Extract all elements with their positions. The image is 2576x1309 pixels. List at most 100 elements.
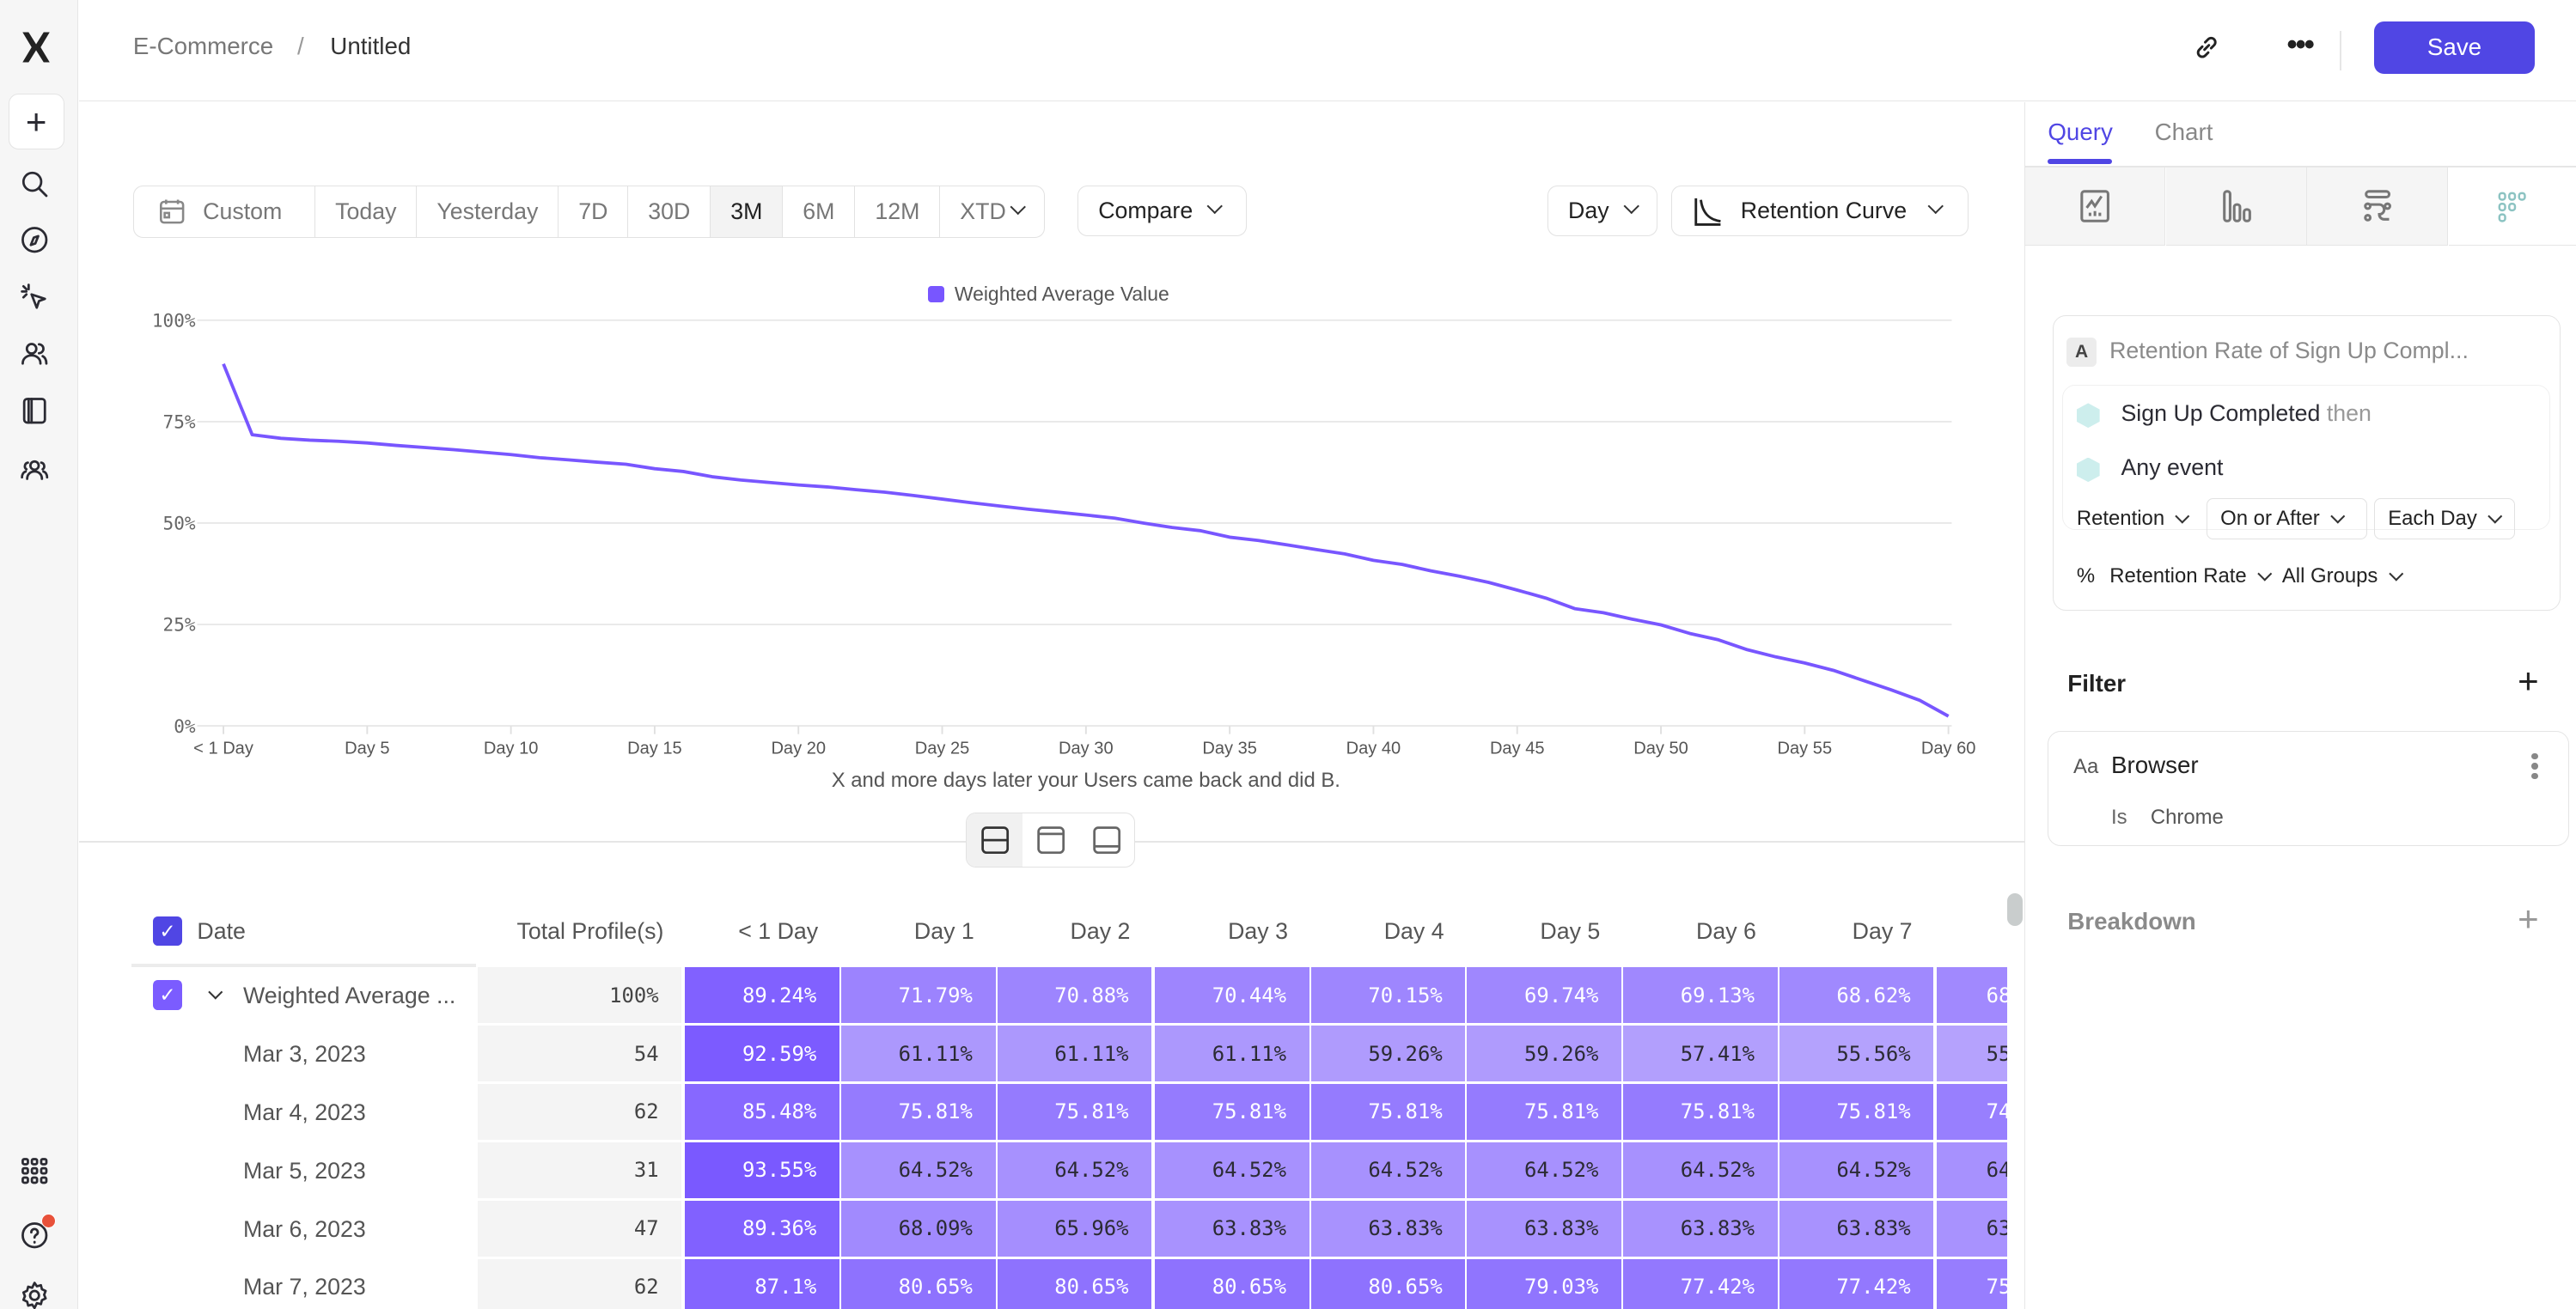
retention-cell[interactable]: 75.81%: [1623, 1083, 1778, 1140]
retention-cell[interactable]: 75.81%: [1467, 1083, 1622, 1140]
report-title[interactable]: Untitled: [330, 33, 412, 60]
retention-cell-partial[interactable]: 74: [1937, 1083, 2008, 1140]
retention-cell[interactable]: 64.52%: [1155, 1142, 1309, 1198]
kebab-menu-icon[interactable]: [2531, 752, 2539, 780]
retention-cell[interactable]: 80.65%: [997, 1258, 1152, 1309]
retention-cell[interactable]: 75.81%: [1155, 1083, 1309, 1140]
retention-cell-partial[interactable]: 63: [1937, 1200, 2008, 1257]
date-range-12m[interactable]: 12M: [855, 186, 941, 238]
retention-cell[interactable]: 55.56%: [1779, 1026, 1934, 1082]
column-header-day[interactable]: Day 7: [1852, 917, 1913, 944]
date-range-7d[interactable]: 7D: [559, 186, 629, 238]
breadcrumb-parent[interactable]: E-Commerce: [132, 33, 274, 60]
filter-value[interactable]: Chrome: [2150, 805, 2224, 829]
table-row[interactable]: Mar 7, 2023 62 87.1% 80.65% 80.65% 80.65% 80.6…: [131, 1258, 2008, 1309]
retention-cell[interactable]: 80.65%: [1155, 1258, 1309, 1309]
table-scrollbar[interactable]: [2007, 893, 2023, 927]
retention-cell[interactable]: 89.24%: [685, 967, 840, 1024]
retention-cell[interactable]: 80.65%: [840, 1258, 996, 1309]
retention-cell[interactable]: 75.81%: [840, 1083, 996, 1140]
retention-dropdown[interactable]: Retention: [2077, 498, 2190, 539]
retention-cell[interactable]: 89.36%: [685, 1200, 840, 1257]
compass-icon[interactable]: [18, 223, 51, 256]
date-range-6m[interactable]: 6M: [783, 186, 856, 238]
date-range-today[interactable]: Today: [315, 186, 418, 238]
retention-cell[interactable]: 75.81%: [1779, 1083, 1934, 1140]
retention-cell[interactable]: 75.81%: [997, 1083, 1152, 1140]
retention-cell[interactable]: 69.74%: [1467, 967, 1622, 1024]
add-breakdown-icon[interactable]: +: [2518, 898, 2539, 939]
retention-cell[interactable]: 61.11%: [840, 1026, 996, 1082]
flows-type-button[interactable]: [2307, 167, 2448, 246]
table-row[interactable]: ✓ Weighted Average ... 100% 89.24% 71.79% 70.…: [131, 967, 2008, 1025]
compare-button[interactable]: Compare: [1077, 186, 1248, 237]
retention-cell[interactable]: 64.52%: [840, 1142, 996, 1198]
retention-cell[interactable]: 65.96%: [997, 1200, 1152, 1257]
event-2[interactable]: Any event: [2121, 454, 2224, 480]
retention-cell[interactable]: 93.55%: [685, 1142, 840, 1198]
table-row[interactable]: Mar 5, 2023 31 93.55% 64.52% 64.52% 64.52% 64.…: [131, 1142, 2008, 1200]
granularity-dropdown[interactable]: Day: [1547, 186, 1658, 237]
date-range-xtd[interactable]: XTD: [940, 186, 1043, 237]
retention-cell[interactable]: 85.48%: [685, 1083, 840, 1140]
date-range-3m[interactable]: 3M: [711, 186, 784, 238]
link-icon[interactable]: [2192, 33, 2221, 62]
column-header-day[interactable]: Day 4: [1383, 917, 1444, 944]
metric-title[interactable]: Retention Rate of Sign Up Compl...: [2109, 337, 2469, 363]
retention-cell[interactable]: 64.52%: [1623, 1142, 1778, 1198]
retention-cell[interactable]: 70.88%: [997, 967, 1152, 1024]
filter-operator[interactable]: Is: [2110, 805, 2127, 829]
retention-cell-partial[interactable]: 64: [1937, 1142, 2008, 1198]
tab-chart[interactable]: Chart: [2154, 118, 2213, 145]
retention-cell[interactable]: 71.79%: [840, 967, 996, 1024]
retention-cell[interactable]: 75.81%: [1310, 1083, 1466, 1140]
date-range-yesterday[interactable]: Yesterday: [417, 186, 559, 238]
retention-cell[interactable]: 63.83%: [1623, 1200, 1778, 1257]
funnels-type-button[interactable]: [2166, 167, 2307, 246]
event-1[interactable]: Sign Up Completed then: [2121, 400, 2371, 427]
retention-cell-partial[interactable]: 75: [1937, 1258, 2008, 1309]
each-day-dropdown[interactable]: Each Day: [2373, 498, 2516, 540]
retention-cell-partial[interactable]: 55: [1937, 1026, 2008, 1082]
retention-cell[interactable]: 70.15%: [1310, 967, 1466, 1024]
all-groups-dropdown[interactable]: All Groups: [2282, 556, 2403, 597]
retention-cell[interactable]: 57.41%: [1623, 1026, 1778, 1082]
chart-only-button[interactable]: [1022, 813, 1078, 866]
retention-cell[interactable]: 63.83%: [1467, 1200, 1622, 1257]
retention-cell[interactable]: 61.11%: [997, 1026, 1152, 1082]
retention-cell[interactable]: 79.03%: [1467, 1258, 1622, 1309]
retention-cell[interactable]: 77.42%: [1623, 1258, 1778, 1309]
retention-cell[interactable]: 59.26%: [1467, 1026, 1622, 1082]
filter-card[interactable]: Aa Browser Is Chrome: [2048, 730, 2569, 846]
table-only-button[interactable]: [1078, 813, 1134, 866]
retention-cell[interactable]: 64.52%: [1779, 1142, 1934, 1198]
retention-type-button[interactable]: [2448, 167, 2576, 246]
column-header-total[interactable]: Total Profile(s): [516, 917, 664, 944]
users-icon[interactable]: [18, 337, 51, 369]
retention-cell[interactable]: 69.13%: [1623, 967, 1778, 1024]
column-header-day[interactable]: Day 2: [1070, 917, 1131, 944]
column-header-day[interactable]: Day 3: [1228, 917, 1288, 944]
search-icon[interactable]: [18, 167, 51, 200]
retention-cell[interactable]: 64.52%: [997, 1142, 1152, 1198]
filter-property[interactable]: Browser: [2110, 751, 2199, 778]
table-row[interactable]: Mar 3, 2023 54 92.59% 61.11% 61.11% 61.11% 59.…: [131, 1026, 2008, 1083]
help-icon[interactable]: [18, 1213, 57, 1251]
create-new-button[interactable]: +: [8, 93, 64, 150]
gear-icon[interactable]: [18, 1279, 51, 1309]
retention-cell[interactable]: 68.62%: [1779, 967, 1934, 1024]
retention-cell[interactable]: 63.83%: [1310, 1200, 1466, 1257]
date-range-30d[interactable]: 30D: [628, 186, 711, 238]
retention-cell[interactable]: 63.83%: [1779, 1200, 1934, 1257]
table-row[interactable]: Mar 6, 2023 47 89.36% 68.09% 65.96% 63.83% 63.…: [131, 1200, 2008, 1258]
column-header-day[interactable]: Day 1: [913, 917, 974, 944]
on-or-after-dropdown[interactable]: On or After: [2206, 498, 2368, 540]
chart-type-dropdown[interactable]: Retention Curve: [1670, 186, 1969, 237]
add-filter-icon[interactable]: +: [2518, 660, 2539, 701]
table-row[interactable]: Mar 4, 2023 62 85.48% 75.81% 75.81% 75.81% 75.…: [131, 1083, 2008, 1142]
retention-rate-dropdown[interactable]: % Retention Rate: [2077, 556, 2272, 597]
tab-query[interactable]: Query: [2048, 118, 2113, 145]
cursor-click-icon[interactable]: [18, 281, 51, 314]
date-range-custom[interactable]: Custom: [134, 186, 316, 238]
retention-cell[interactable]: 64.52%: [1467, 1142, 1622, 1198]
